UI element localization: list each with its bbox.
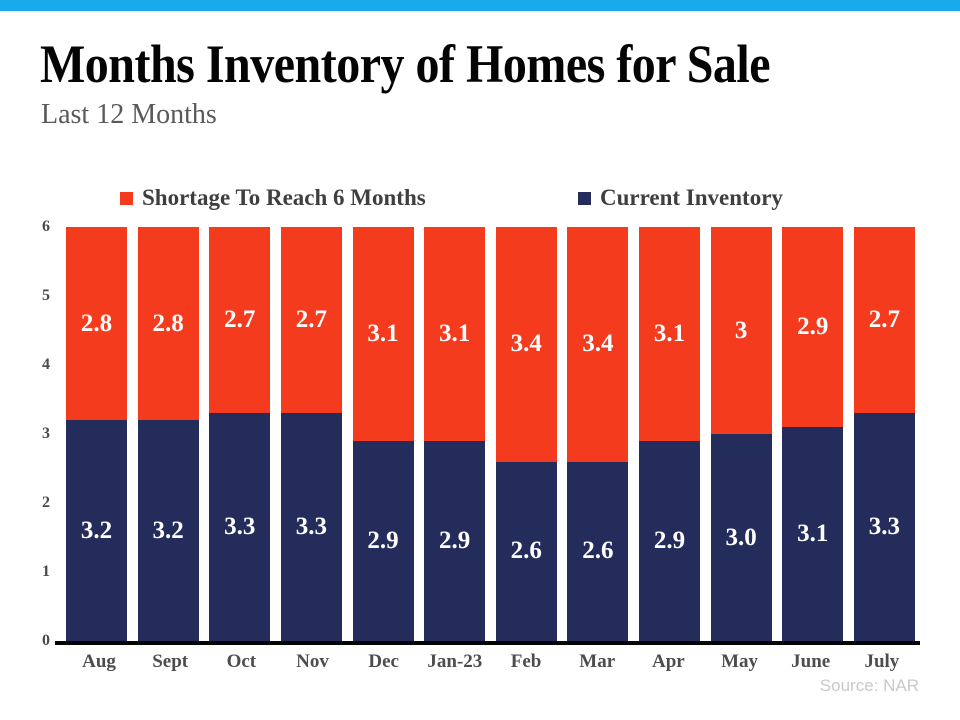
- bar-july: 2.7 3.3: [853, 227, 915, 641]
- bar-segment-shortage: 2.7: [209, 227, 271, 414]
- x-axis-label: Oct: [226, 651, 257, 672]
- x-axis-label: Nov: [296, 651, 329, 672]
- bar-value-label: 2.7: [295, 306, 327, 334]
- bar-oct: 2.7 3.3: [209, 227, 271, 641]
- legend-swatch-current-square: [578, 191, 591, 205]
- bar-value-label: 2.9: [797, 313, 829, 341]
- plot-area: 2.8 3.2 2.8 3.2 2.7 3.3 2.7 3.3 3.1 2.9 3.1 2.9 3.4 2…: [66, 227, 915, 641]
- bar-value-label: 3.1: [439, 319, 471, 347]
- bar-segment-shortage: 2.8: [66, 227, 127, 421]
- bar-segment-shortage: 3.4: [567, 227, 629, 462]
- bar-sept: 2.8 3.2: [137, 227, 199, 641]
- x-axis-label: Feb: [510, 651, 542, 672]
- bar-segment-shortage: 2.7: [853, 227, 915, 414]
- bar-value-label: 2.8: [80, 309, 113, 337]
- bar-segment-current: 3.1: [782, 427, 844, 641]
- bar-mar: 3.4 2.6: [567, 227, 629, 641]
- x-axis-line: [55, 641, 920, 645]
- source-note: Source: NAR: [819, 676, 919, 695]
- bar-nov: 2.7 3.3: [280, 227, 342, 641]
- y-axis-tick-label: 3: [42, 425, 50, 442]
- bar-value-label: 3.4: [510, 330, 542, 358]
- bar-feb: 3.4 2.6: [495, 227, 557, 641]
- legend-item-shortage: Shortage To Reach 6 Months: [120, 185, 426, 211]
- bar-segment-shortage: 3.1: [352, 227, 414, 441]
- bar-value-label: 3.4: [582, 330, 614, 358]
- bar-jan-23: 3.1 2.9: [424, 227, 486, 641]
- x-axis-label: May: [721, 651, 759, 672]
- bar-value-label: 2.9: [367, 526, 399, 554]
- bar-segment-current: 2.6: [567, 461, 629, 641]
- bar-value-label: 3: [734, 316, 748, 344]
- bar-value-label: 3.3: [224, 513, 256, 541]
- bar-aug: 2.8 3.2: [66, 227, 127, 641]
- bar-segment-current: 2.9: [352, 440, 414, 641]
- bar-may: 3 3.0: [710, 227, 772, 641]
- y-axis-tick-label: 0: [42, 632, 50, 649]
- x-axis-labels: Aug Sept Oct Nov Dec Jan-23 Feb Mar Apr May June Ju…: [66, 651, 915, 673]
- bar-value-label: 2.6: [510, 537, 542, 565]
- bar-segment-current: 3.2: [137, 420, 199, 641]
- bar-apr: 3.1 2.9: [639, 227, 700, 641]
- y-axis-tick-label: 4: [42, 356, 50, 373]
- bar-value-label: 2.7: [868, 306, 900, 334]
- bar-segment-current: 3.3: [280, 413, 342, 641]
- x-axis-label: Dec: [368, 651, 399, 672]
- bar-value-label: 2.6: [582, 537, 614, 565]
- bar-segment-shortage: 2.9: [782, 227, 844, 428]
- bar-value-label: 2.7: [224, 306, 256, 334]
- x-axis-label: Aug: [82, 651, 116, 672]
- x-axis-label: Mar: [579, 651, 616, 672]
- bar-value-label: 3.1: [797, 520, 829, 548]
- x-axis-label: Sept: [152, 651, 189, 672]
- y-axis-tick-label: 1: [42, 563, 50, 580]
- bar-segment-current: 2.9: [424, 440, 486, 641]
- bar-dec: 3.1 2.9: [352, 227, 414, 641]
- bar-value-label: 2.8: [152, 309, 184, 337]
- bar-segment-current: 2.9: [639, 440, 700, 641]
- top-accent-bar: [0, 0, 960, 11]
- y-axis-tick-label: 5: [42, 287, 50, 304]
- bar-value-label: 3.2: [152, 516, 184, 544]
- bar-segment-shortage: 2.7: [280, 227, 342, 414]
- y-axis-tick-label: 6: [42, 218, 50, 235]
- bar-value-label: 2.9: [439, 526, 471, 554]
- x-axis-label: June: [791, 651, 831, 672]
- bar-segment-shortage: 3.1: [424, 227, 486, 441]
- x-axis-label: Jan-23: [427, 651, 483, 672]
- legend-swatch-shortage-square: [120, 191, 133, 205]
- page-subtitle: Last 12 Months: [41, 99, 217, 130]
- bar-value-label: 3.1: [367, 319, 399, 347]
- bar-segment-current: 2.6: [495, 461, 557, 641]
- legend-label-current: Current Inventory: [600, 185, 783, 210]
- bar-segment-current: 3.0: [710, 434, 772, 641]
- page-title: Months Inventory of Homes for Sale: [40, 35, 771, 95]
- y-axis-tick-label: 2: [42, 494, 50, 511]
- bar-segment-shortage: 3.4: [495, 227, 557, 462]
- bar-value-label: 2.9: [653, 526, 686, 554]
- bar-segment-shortage: 3: [710, 227, 772, 434]
- y-axis: 0 1 2 3 4 5 6: [18, 218, 50, 649]
- bar-value-label: 3.3: [868, 513, 900, 541]
- bar-segment-shortage: 3.1: [639, 227, 700, 441]
- bar-value-label: 3.2: [80, 516, 113, 544]
- x-axis-label: Apr: [652, 651, 685, 672]
- bar-june: 2.9 3.1: [782, 227, 844, 641]
- bar-segment-current: 3.3: [853, 413, 915, 641]
- bar-segment-current: 3.2: [66, 420, 127, 641]
- bar-segment-shortage: 2.8: [137, 227, 199, 421]
- legend-label-shortage: Shortage To Reach 6 Months: [142, 185, 426, 210]
- legend-item-current: Current Inventory: [578, 185, 783, 211]
- bar-value-label: 3.3: [295, 513, 327, 541]
- bar-segment-current: 3.3: [209, 413, 271, 641]
- bar-value-label: 3.0: [725, 523, 757, 551]
- bar-value-label: 3.1: [653, 319, 686, 347]
- x-axis-label: July: [864, 651, 900, 672]
